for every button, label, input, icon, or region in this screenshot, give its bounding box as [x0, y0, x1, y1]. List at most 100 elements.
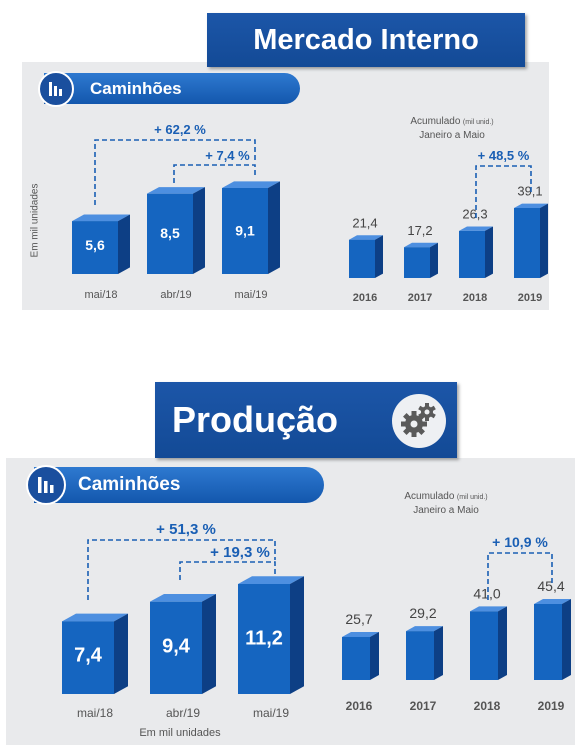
bar-side — [370, 632, 379, 680]
bar-side — [430, 242, 438, 278]
bar-top — [470, 606, 507, 612]
pct-label: + 10,9 % — [492, 534, 548, 550]
accum-title-2: Acumulado (mil unid.) Janeiro a Maio — [404, 491, 488, 516]
bar — [222, 181, 280, 274]
tick-label: 2018 — [474, 699, 501, 713]
producao-banner: Produção — [155, 382, 457, 458]
bar-value-label: 17,2 — [407, 223, 432, 238]
tick-label: 2016 — [346, 699, 373, 713]
bar-value-label: 39,1 — [517, 184, 542, 199]
bar — [534, 599, 571, 680]
bar-top — [342, 632, 379, 637]
pct-bracket-small — [179, 561, 276, 580]
tick-label: 2016 — [353, 292, 377, 304]
pill-label: Caminhões — [90, 79, 182, 98]
bar-top — [514, 203, 548, 208]
bar-top — [150, 593, 216, 602]
bar-side — [202, 593, 216, 694]
bar-side — [290, 576, 304, 694]
bar-value-label: 25,7 — [345, 611, 372, 627]
tick-label: 2019 — [538, 699, 565, 713]
tick-label: 2017 — [408, 292, 432, 304]
mercado-charts: 5,6 mai/18 8,5 abr/19 9,1 mai/19 + 62,2 % + 7,4… — [72, 122, 548, 304]
bar — [238, 576, 304, 694]
gears-icon — [392, 394, 446, 448]
producao-title: Produção — [172, 399, 339, 440]
pct-bracket — [475, 165, 532, 218]
bar-value-label: 9,4 — [162, 635, 191, 657]
bar-side — [114, 613, 128, 694]
bar-side — [434, 626, 443, 680]
pct-label: + 48,5 % — [478, 148, 530, 163]
tick-label: mai/19 — [234, 289, 267, 301]
bar-front — [459, 230, 485, 278]
bar-top — [222, 181, 280, 188]
bar-chart-icon — [38, 71, 74, 107]
bar — [404, 242, 438, 278]
bar-front — [470, 611, 498, 680]
bar-top — [62, 613, 128, 622]
bar-value-label: 41,0 — [473, 585, 500, 601]
bar-front — [404, 247, 430, 278]
bar — [349, 235, 383, 278]
bar-front — [72, 221, 118, 274]
accum-title-1: Acumulado (mil unid.) Janeiro a Maio — [410, 116, 494, 141]
pct-bracket-big — [87, 539, 276, 600]
bar-top — [147, 187, 205, 194]
bar-top — [406, 626, 443, 632]
bar — [62, 613, 128, 694]
caminhoes-pill-1: Caminhões — [44, 73, 300, 104]
bar-front — [406, 631, 434, 680]
bar-front — [534, 604, 562, 680]
tick-label: 2017 — [410, 699, 437, 713]
pill-label: Caminhões — [78, 474, 181, 495]
bar-value-label: 21,4 — [352, 215, 377, 230]
x-axis-unit-label: Em mil unidades — [139, 727, 221, 739]
bar-top — [238, 576, 304, 584]
bar — [342, 632, 379, 680]
pct-bracket-big — [94, 139, 256, 205]
bar-value-label: 8,5 — [160, 225, 180, 241]
bar-value-label: 29,2 — [409, 605, 436, 621]
mercado-interno-banner: Mercado Interno — [207, 13, 525, 67]
bar-front — [147, 193, 193, 274]
pct-label-big: + 51,3 % — [156, 521, 216, 538]
bar-front — [342, 636, 370, 680]
bar-side — [375, 235, 383, 278]
bar-side — [118, 214, 130, 274]
bar-value-label: 11,2 — [245, 628, 283, 650]
bar-front — [62, 621, 114, 694]
bar-side — [268, 181, 280, 274]
tick-label: abr/19 — [160, 289, 191, 301]
bar-front — [150, 601, 202, 694]
bar-front — [514, 208, 540, 278]
tick-label: abr/19 — [166, 706, 200, 720]
bar — [406, 626, 443, 680]
bar — [72, 214, 130, 274]
pct-label-big: + 62,2 % — [154, 122, 206, 137]
pct-bracket-small — [173, 164, 256, 183]
bar-value-label: 45,4 — [537, 578, 564, 594]
bar-top — [534, 599, 571, 604]
bar-top — [72, 214, 130, 222]
bar-value-label: 26,3 — [462, 207, 487, 222]
bar-front — [222, 188, 268, 274]
bar-top — [349, 235, 383, 240]
bar — [147, 187, 205, 274]
bar-value-label: 5,6 — [85, 237, 105, 253]
tick-label: mai/19 — [253, 706, 289, 720]
bar-chart-icon — [26, 465, 66, 505]
bar-side — [562, 599, 571, 680]
bar — [150, 593, 216, 694]
bar-front — [238, 584, 290, 694]
caminhoes-pill-2: Caminhões — [34, 467, 324, 503]
bar — [470, 606, 507, 680]
bar-top — [459, 226, 493, 231]
pct-label-small: + 7,4 % — [205, 148, 250, 163]
bar-side — [540, 203, 548, 278]
bar-value-label: 9,1 — [235, 222, 255, 238]
tick-label: 2018 — [463, 292, 487, 304]
bar-front — [349, 239, 375, 278]
tick-label: 2019 — [518, 292, 542, 304]
bar-top — [404, 242, 438, 248]
